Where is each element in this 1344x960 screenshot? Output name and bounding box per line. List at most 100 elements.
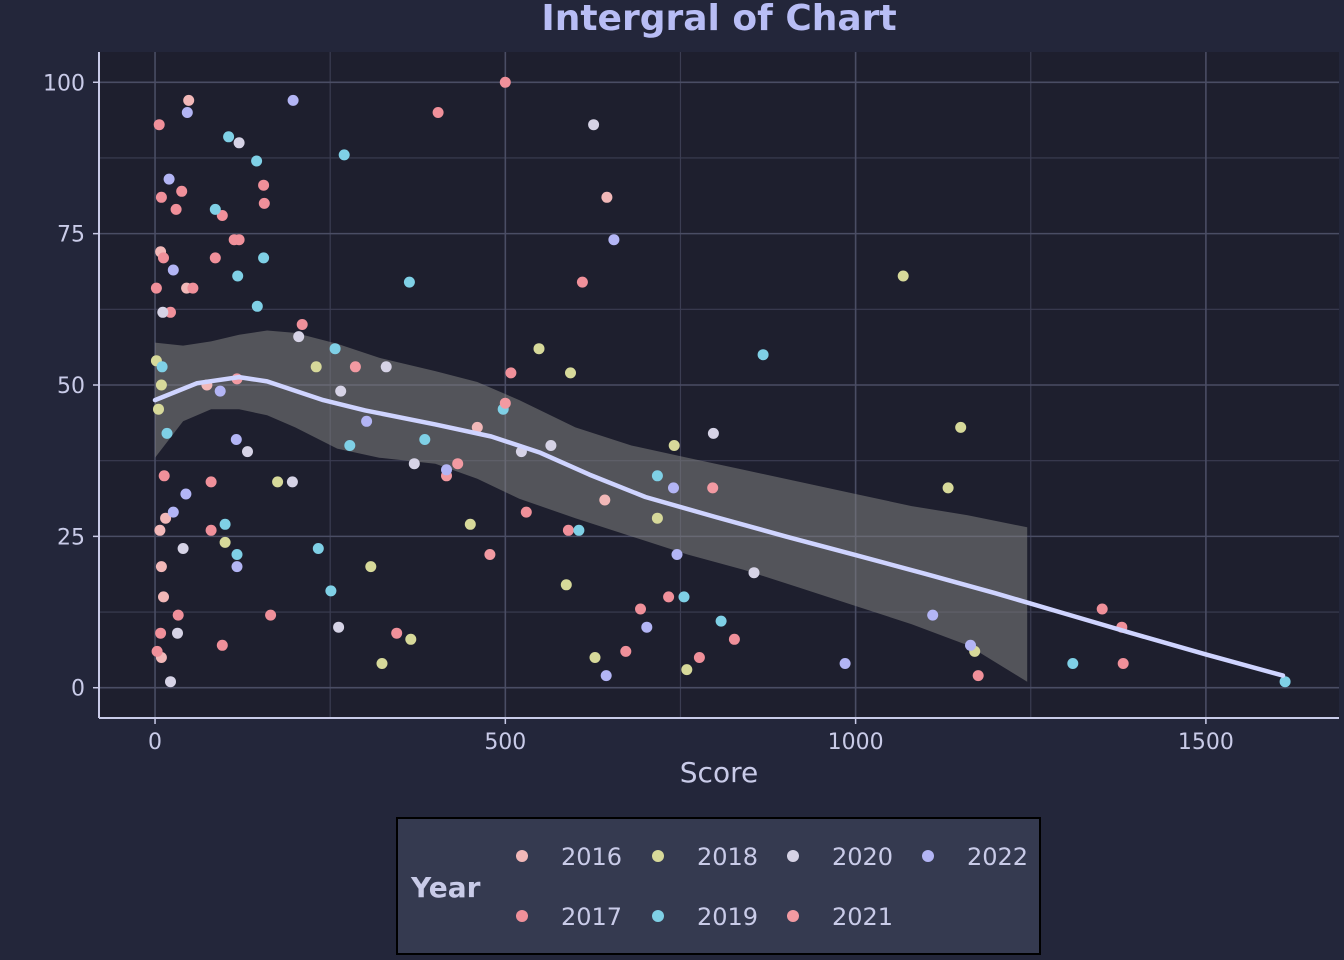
data-point [748,567,760,579]
x-tick-label: 1000 [828,730,884,755]
data-point [533,343,545,355]
data-point [312,543,324,554]
data-point [258,252,270,264]
legend-key [652,910,664,922]
legend-label: 2019 [697,903,758,931]
series-2018 [150,270,981,676]
data-point [209,252,221,264]
data-point [965,639,976,651]
data-point [161,427,173,439]
data-point [349,361,361,373]
data-point [499,397,511,409]
legend-title: Year [410,871,481,904]
data-point [635,603,646,615]
data-point [155,191,167,203]
data-point [150,282,162,294]
data-point [242,446,253,458]
data-point [419,434,431,445]
data-point [693,652,705,663]
data-point [183,94,195,106]
data-point [333,621,345,633]
data-point [589,652,601,663]
data-point [588,119,600,131]
data-point [151,645,163,657]
data-point [172,609,184,621]
data-point [329,343,341,355]
data-point [671,549,683,560]
data-point [172,627,183,639]
data-point [272,476,284,488]
data-point [452,458,464,470]
data-point [562,524,574,536]
data-point [678,591,690,603]
data-point [286,476,298,488]
data-point [403,276,415,288]
data-point [365,561,377,573]
legend-item-2016: 2016 [516,843,622,871]
data-point [520,506,532,518]
data-point [1117,658,1129,669]
data-point [499,76,511,88]
legend-key [516,910,528,922]
data-point [1279,676,1291,688]
legend: Year 2016 2017 2018 2019 2020 2021 2022 [396,817,1041,955]
data-point [231,561,243,573]
data-point [651,512,663,524]
data-point [167,506,179,518]
data-point [681,664,693,676]
data-point [258,179,270,191]
data-point [576,276,588,288]
legend-items: 2016 2017 2018 2019 2020 2021 2022 [516,843,1028,931]
legend-item-2017: 2017 [516,903,622,931]
y-tick-label: 50 [57,374,85,399]
data-point [205,524,217,536]
data-point [335,385,347,397]
x-tick-label: 0 [148,730,162,755]
data-point [165,676,176,688]
data-point [376,658,388,669]
data-point [1067,658,1079,669]
data-point [181,107,193,118]
data-point [293,331,305,343]
trend-line [152,374,1286,678]
y-tick-label: 100 [43,71,85,96]
data-point [839,658,851,669]
data-point [214,385,226,397]
data-point [158,470,170,482]
data-point [707,427,719,439]
data-point [668,482,679,494]
data-point [296,319,308,330]
data-point [715,615,727,627]
x-axis-title: Score [680,756,758,789]
data-point [158,591,169,603]
legend-item-2019: 2019 [652,903,758,931]
chart-title: Intergral of Chart [541,0,896,39]
data-point [608,234,620,246]
data-point [361,415,373,427]
data-point [668,440,680,451]
data-point [338,149,350,161]
legend-item-2018: 2018 [652,843,758,871]
points-layer [150,76,1291,688]
data-point [170,203,182,215]
data-point [432,107,444,118]
data-point [158,252,169,264]
axis-ticks: 0 500 1000 1500 0 25 50 75 100 [43,71,1234,755]
data-point [560,579,572,591]
legend-box [396,817,1041,955]
y-tick-label: 0 [71,677,85,702]
data-point [165,306,176,318]
data-point [153,403,164,415]
data-point [505,367,517,379]
data-point [156,361,168,373]
data-point [471,421,483,433]
data-point [728,633,740,645]
data-point [209,203,221,215]
data-point [641,621,653,633]
y-tick-label: 75 [57,223,85,248]
series-2022 [163,94,976,682]
data-point [233,234,245,246]
data-point [287,94,299,106]
legend-item-2021: 2021 [787,903,893,931]
